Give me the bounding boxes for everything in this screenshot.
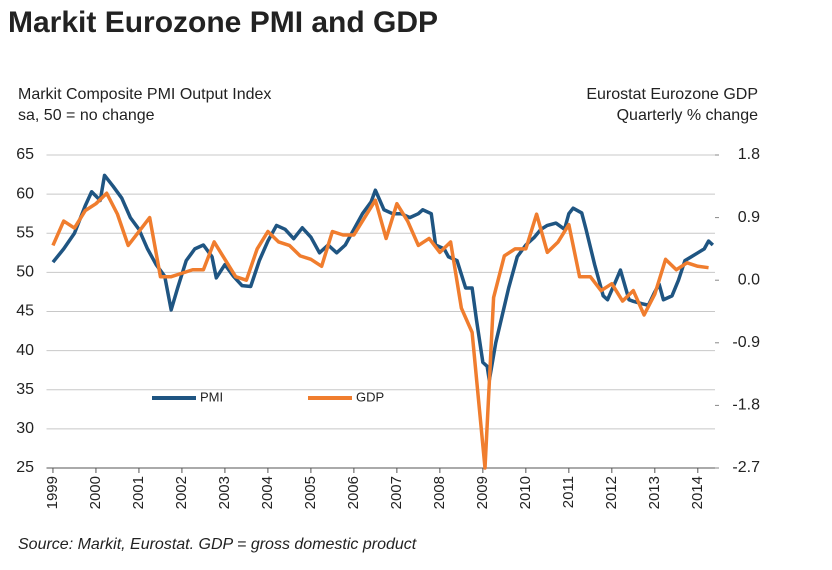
legend-label: PMI	[200, 389, 223, 404]
x-tick-label: 2013	[646, 476, 663, 509]
x-tick-label: 2009	[474, 476, 491, 509]
y2-tick-label: 1.8	[738, 146, 760, 163]
legend-label: GDP	[356, 389, 384, 404]
x-tick-label: 2002	[173, 476, 190, 509]
y2-tick-label: 0.9	[738, 209, 760, 226]
y2-axis-title: Quarterly % change	[617, 107, 759, 124]
x-tick-label: 2001	[130, 476, 147, 509]
y-tick-label: 60	[16, 185, 34, 202]
y-axis-title: Markit Composite PMI Output Index	[18, 86, 271, 103]
x-tick-label: 1999	[44, 476, 61, 509]
x-tick-label: 2008	[431, 476, 448, 509]
x-tick-label: 2012	[603, 476, 620, 509]
y2-tick-label: -1.8	[732, 397, 760, 414]
x-tick-label: 2006	[345, 476, 362, 509]
x-tick-label: 2000	[87, 476, 104, 509]
y-tick-label: 25	[16, 459, 34, 476]
y2-tick-label: -0.9	[732, 334, 760, 351]
chart-title: Markit Eurozone PMI and GDP	[8, 6, 438, 39]
y-tick-label: 55	[16, 224, 34, 241]
y-tick-label: 40	[16, 342, 34, 359]
x-tick-label: 2010	[517, 476, 534, 509]
x-tick-label: 2004	[259, 476, 276, 509]
x-tick-label: 2005	[302, 476, 319, 509]
y-tick-label: 35	[16, 381, 34, 398]
line-series	[51, 173, 715, 383]
line-series	[51, 191, 709, 470]
y-tick-label: 65	[16, 146, 34, 163]
y-tick-label: 50	[16, 264, 34, 281]
x-tick-label: 2003	[216, 476, 233, 509]
y-tick-label: 45	[16, 303, 34, 320]
source-note: Source: Markit, Eurostat. GDP = gross do…	[18, 536, 417, 553]
x-tick-label: 2014	[689, 476, 706, 509]
y2-tick-label: -2.7	[732, 459, 760, 476]
y2-tick-label: 0.0	[738, 271, 760, 288]
x-tick-label: 2011	[560, 476, 577, 508]
y-tick-label: 30	[16, 420, 34, 437]
x-tick-label: 2007	[388, 476, 405, 509]
y-axis-title: sa, 50 = no change	[18, 107, 155, 124]
y2-axis-title: Eurostat Eurozone GDP	[586, 86, 758, 103]
